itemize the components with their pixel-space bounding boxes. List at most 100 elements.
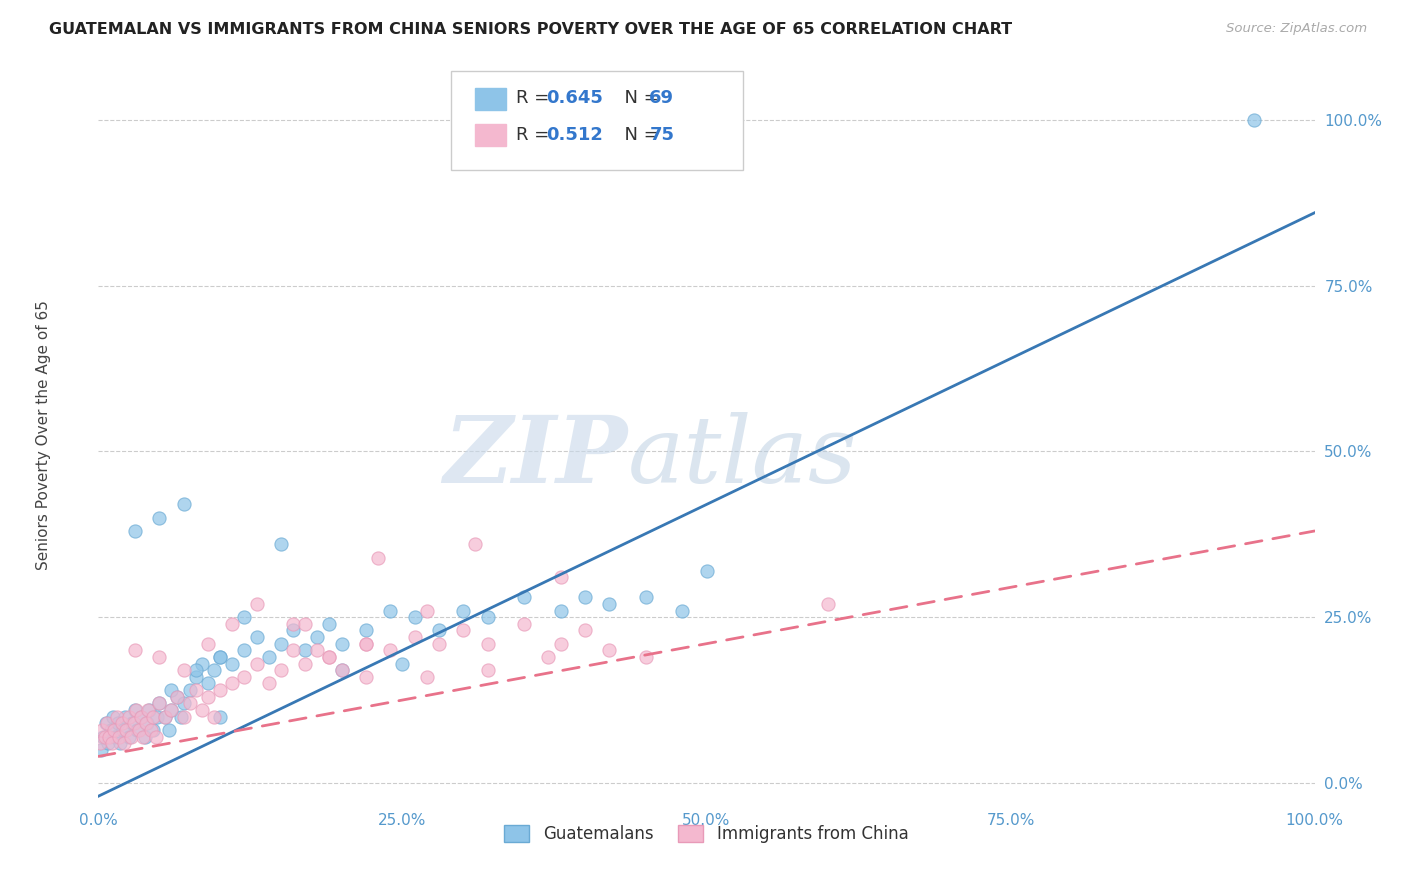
Point: [513, 591, 536, 605]
Point: [281, 624, 304, 638]
Point: [118, 730, 141, 744]
Point: [380, 643, 402, 657]
Point: [245, 630, 267, 644]
Text: 0.512: 0.512: [546, 126, 603, 144]
Point: [257, 649, 280, 664]
Point: [270, 537, 292, 551]
Point: [104, 730, 127, 744]
Point: [477, 663, 499, 677]
Point: [453, 624, 475, 638]
Point: [129, 709, 152, 723]
Point: [191, 703, 214, 717]
Point: [108, 730, 131, 744]
Text: N =: N =: [613, 126, 665, 144]
Point: [124, 524, 146, 538]
Point: [148, 697, 170, 711]
Point: [330, 637, 353, 651]
Point: [97, 736, 120, 750]
Point: [118, 709, 141, 723]
Point: [257, 676, 280, 690]
Point: [354, 670, 377, 684]
Point: [160, 703, 183, 717]
Point: [671, 603, 693, 617]
Point: [245, 657, 267, 671]
Point: [166, 690, 188, 704]
Point: [550, 603, 572, 617]
Point: [233, 643, 256, 657]
Point: [318, 616, 340, 631]
Point: [354, 637, 377, 651]
Point: [221, 676, 243, 690]
Point: [155, 709, 177, 723]
Point: [120, 730, 142, 744]
FancyBboxPatch shape: [451, 70, 742, 170]
Legend: Guatemalans, Immigrants from China: Guatemalans, Immigrants from China: [498, 818, 915, 850]
Point: [148, 510, 170, 524]
Point: [294, 616, 316, 631]
Point: [464, 537, 486, 551]
Point: [132, 730, 155, 744]
Point: [121, 716, 143, 731]
Point: [550, 637, 572, 651]
Point: [221, 657, 243, 671]
Point: [197, 690, 219, 704]
Point: [318, 649, 340, 664]
Point: [101, 736, 124, 750]
Point: [197, 637, 219, 651]
Point: [354, 624, 377, 638]
Point: [416, 603, 439, 617]
Point: [136, 716, 159, 731]
Point: [148, 649, 170, 664]
Point: [1243, 112, 1265, 127]
Point: [233, 610, 256, 624]
Point: [173, 697, 195, 711]
Point: [294, 643, 316, 657]
Text: atlas: atlas: [627, 412, 858, 502]
Point: [233, 670, 256, 684]
Point: [160, 683, 183, 698]
Point: [270, 663, 292, 677]
Point: [574, 624, 596, 638]
Point: [294, 657, 316, 671]
Point: [380, 603, 402, 617]
Text: Seniors Poverty Over the Age of 65: Seniors Poverty Over the Age of 65: [37, 300, 51, 570]
Point: [129, 709, 152, 723]
Point: [245, 597, 267, 611]
Point: [173, 663, 195, 677]
Point: [209, 683, 232, 698]
Point: [111, 723, 134, 737]
Point: [173, 498, 195, 512]
Point: [142, 709, 165, 723]
Point: [155, 709, 177, 723]
Point: [146, 709, 169, 723]
Point: [138, 703, 160, 717]
Point: [550, 570, 572, 584]
Point: [148, 697, 170, 711]
Point: [173, 709, 195, 723]
Point: [598, 643, 620, 657]
Point: [142, 723, 165, 737]
Point: [184, 670, 207, 684]
Point: [184, 663, 207, 677]
Point: [128, 723, 150, 737]
Point: [145, 730, 167, 744]
Point: [135, 716, 157, 731]
Text: ZIP: ZIP: [443, 412, 627, 502]
Point: [817, 597, 839, 611]
Point: [574, 591, 596, 605]
Text: R =: R =: [516, 126, 554, 144]
Point: [404, 630, 426, 644]
Point: [634, 591, 657, 605]
Point: [184, 683, 207, 698]
FancyBboxPatch shape: [475, 124, 506, 146]
Point: [330, 663, 353, 677]
Text: 69: 69: [650, 89, 675, 107]
Point: [354, 637, 377, 651]
Point: [107, 716, 129, 731]
Point: [281, 616, 304, 631]
Point: [114, 709, 136, 723]
Point: [112, 736, 135, 750]
Point: [110, 716, 132, 731]
Point: [537, 649, 560, 664]
Point: [139, 723, 162, 737]
